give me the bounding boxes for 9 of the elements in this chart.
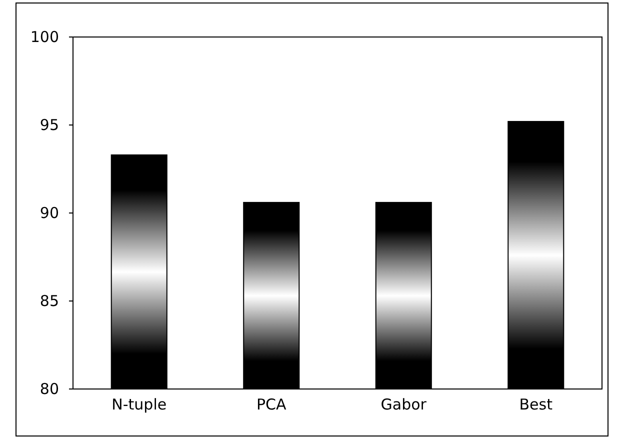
x-tick-label: N-tuple (112, 396, 167, 414)
x-tick-label: PCA (256, 396, 288, 414)
y-tick-label: 95 (40, 116, 59, 134)
y-tick-label: 85 (40, 292, 59, 310)
x-tick-label: Best (519, 396, 553, 414)
x-tick-label: Gabor (380, 396, 428, 414)
y-tick-label: 80 (40, 380, 59, 398)
y-tick-label: 90 (40, 204, 59, 222)
y-tick-label: 100 (30, 28, 59, 46)
